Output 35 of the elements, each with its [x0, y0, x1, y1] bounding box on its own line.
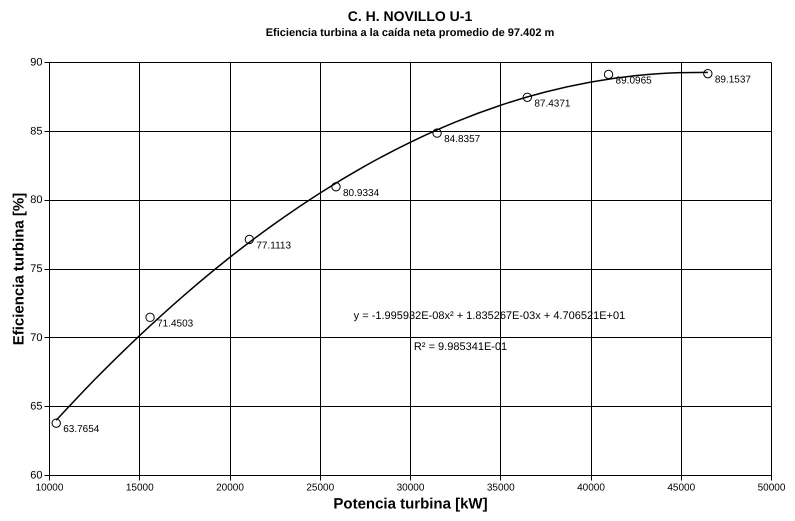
- point: [604, 70, 614, 80]
- x-tick-label: 25000: [306, 482, 335, 494]
- data-label: 63.7654: [63, 424, 100, 436]
- data-label: 87.4371: [534, 98, 571, 110]
- x-tick-label: 50000: [758, 482, 786, 494]
- y-tick-label: 70: [30, 332, 42, 344]
- data-label: 77.1113: [256, 240, 292, 252]
- x-tick-label: 45000: [667, 482, 696, 494]
- x-tick-label: 35000: [486, 482, 516, 494]
- y-tick-label: 85: [30, 125, 42, 138]
- data-label: 71.4503: [157, 318, 194, 330]
- x-tick-label: 20000: [216, 482, 244, 494]
- point: [331, 182, 341, 192]
- point: [244, 234, 254, 244]
- point: [145, 312, 155, 322]
- y-tick-label: 90: [30, 56, 42, 68]
- x-axis-title: Potencia turbina [kW]: [333, 496, 488, 512]
- x-tick-label: 30000: [396, 482, 425, 494]
- point: [432, 128, 442, 138]
- x-tick-label: 10000: [36, 482, 64, 494]
- point: [52, 418, 61, 428]
- data-label: 84.8357: [444, 134, 481, 146]
- y-tick-label: 80: [30, 194, 42, 206]
- chart-title: C. H. NOVILLO U-1: [348, 8, 472, 24]
- y-tick-label: 60: [30, 470, 42, 482]
- data-label: 80.9334: [342, 188, 380, 199]
- y-axis-title: Eficiencia turbina [%]: [10, 192, 28, 346]
- chart-subtitle: Eficiencia turbina a la caída neta promedio de 97.402 m: [266, 27, 554, 39]
- data-label: 89.1537: [714, 74, 752, 86]
- y-tick-label: 65: [30, 400, 42, 413]
- x-tick-label: 15000: [126, 482, 154, 494]
- y-tick-label: 75: [30, 263, 42, 275]
- point: [522, 92, 532, 102]
- x-tick-label: 40000: [577, 482, 606, 494]
- point: [703, 68, 713, 78]
